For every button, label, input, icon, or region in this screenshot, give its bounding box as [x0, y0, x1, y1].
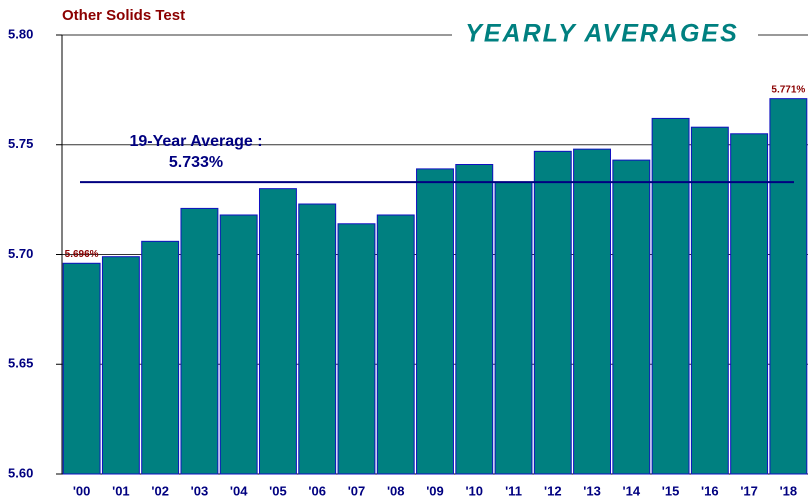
- bar: [141, 240, 180, 475]
- bar: [690, 126, 729, 475]
- bar: [416, 168, 454, 475]
- y-tick-label: 5.80: [8, 26, 33, 41]
- x-tick-label: '15: [662, 483, 680, 498]
- x-tick-label: '17: [740, 483, 758, 498]
- bar: [769, 98, 808, 475]
- x-tick-label: '00: [73, 483, 91, 498]
- x-tick-label: '08: [387, 483, 405, 498]
- value-label: 5.696%: [65, 249, 99, 260]
- x-tick-label: '10: [465, 483, 483, 498]
- x-tick-label: '11: [505, 483, 522, 498]
- bar: [219, 214, 258, 475]
- y-tick-label: 5.65: [8, 356, 33, 371]
- x-tick-label: '02: [151, 483, 169, 498]
- x-tick-label: '06: [308, 483, 326, 498]
- bar: [612, 159, 651, 475]
- x-tick-label: '13: [583, 483, 601, 498]
- x-tick-label: '12: [544, 483, 562, 498]
- x-tick-label: '01: [112, 483, 130, 498]
- bar: [101, 256, 140, 475]
- average-text: 19-Year Average :: [129, 133, 262, 150]
- bar: [180, 207, 219, 475]
- x-tick-label: '04: [230, 483, 248, 498]
- bar: [730, 133, 769, 475]
- value-label: 5.771%: [771, 84, 805, 95]
- bar: [455, 164, 494, 475]
- x-tick-label: '09: [426, 483, 444, 498]
- bar: [62, 262, 101, 475]
- chart-title: Other Solids Test: [62, 7, 185, 24]
- x-tick-label: '14: [623, 483, 641, 498]
- x-tick-label: '07: [348, 483, 366, 498]
- bar: [573, 148, 612, 475]
- x-tick-label: '05: [269, 483, 287, 498]
- x-tick-label: '18: [780, 483, 798, 498]
- y-tick-label: 5.75: [8, 136, 33, 151]
- y-tick-label: 5.60: [8, 465, 33, 480]
- x-tick-label: '16: [701, 483, 719, 498]
- bar: [651, 117, 690, 475]
- bar: [337, 223, 376, 475]
- y-tick-label: 5.70: [8, 246, 33, 261]
- x-tick-label: '03: [191, 483, 209, 498]
- average-label: 5.733%: [169, 154, 223, 171]
- bar: [258, 188, 297, 475]
- chart-subtitle: YEARLY AVERAGES: [465, 20, 739, 48]
- bar: [376, 214, 415, 475]
- bar: [494, 181, 533, 475]
- bar: [298, 203, 337, 475]
- bar: [533, 150, 572, 475]
